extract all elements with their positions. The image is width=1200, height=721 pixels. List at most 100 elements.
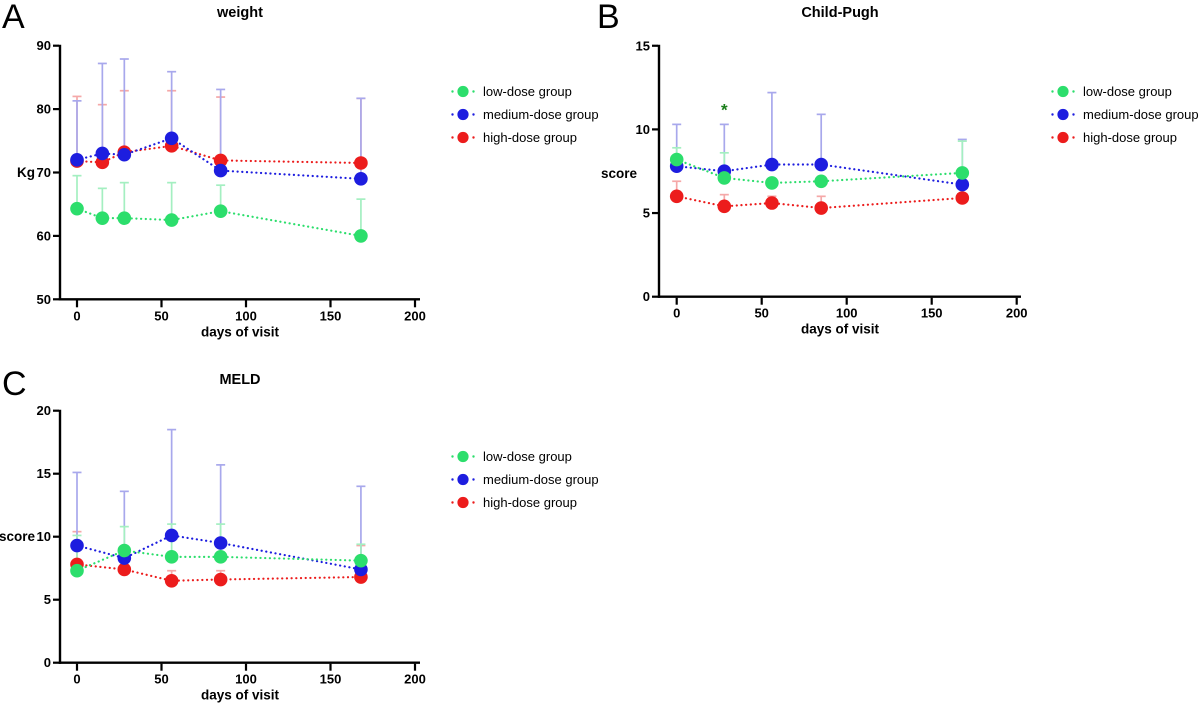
legend-marker bbox=[457, 473, 469, 486]
x-axis-title: days of visit bbox=[201, 324, 280, 339]
y-tick-label: 15 bbox=[636, 38, 650, 53]
legend-marker-icon bbox=[451, 85, 475, 98]
legend-dot bbox=[472, 478, 475, 481]
legend-item-label: medium-dose group bbox=[483, 107, 599, 122]
panel-letter-c: C bbox=[2, 365, 27, 403]
legend-item: high-dose group bbox=[450, 491, 599, 514]
x-tick-label: 200 bbox=[1006, 306, 1028, 321]
y-tick-label: 5 bbox=[643, 206, 650, 221]
data-point-marker bbox=[95, 211, 110, 225]
x-tick-label: 0 bbox=[73, 672, 80, 687]
panel-child-pugh: 0 5 10 15 0 50 100 150 200 score days of visit * B … bbox=[590, 0, 1200, 362]
x-tick-label: 150 bbox=[921, 306, 943, 321]
legend-item: low-dose group bbox=[450, 445, 599, 468]
series-line bbox=[75, 534, 363, 571]
data-point-marker bbox=[164, 213, 179, 227]
data-point-marker bbox=[955, 177, 970, 192]
legend-dot bbox=[1072, 90, 1075, 93]
data-point-marker bbox=[765, 176, 779, 190]
legend-item-label: medium-dose group bbox=[1083, 107, 1199, 122]
panel-letter-b: B bbox=[597, 0, 620, 36]
y-tick-label: 0 bbox=[643, 289, 650, 304]
x-tick-label: 50 bbox=[154, 308, 168, 323]
x-tick-label: 100 bbox=[235, 308, 257, 323]
y-axis-title: score bbox=[601, 166, 638, 181]
legend-dot bbox=[451, 478, 454, 481]
legend-dot bbox=[1051, 113, 1054, 116]
data-point-marker bbox=[669, 152, 684, 167]
x-axis-title: days of visit bbox=[801, 322, 880, 337]
panel-weight: 50 60 70 80 90 0 50 100 150 200 Kg days of visit A … bbox=[0, 0, 599, 362]
legend: low-dose group medium-dose group high-dose… bbox=[450, 445, 599, 514]
y-tick-label: 60 bbox=[37, 228, 51, 243]
legend-item-label: high-dose group bbox=[1083, 130, 1177, 145]
x-tick-label: 0 bbox=[73, 308, 80, 323]
data-point-marker bbox=[117, 147, 132, 162]
legend-dot bbox=[1072, 136, 1075, 139]
legend-marker-icon bbox=[451, 473, 475, 486]
data-point-marker bbox=[164, 550, 179, 564]
data-point-marker bbox=[955, 166, 970, 180]
x-tick-label: 50 bbox=[754, 306, 768, 321]
legend-dot bbox=[451, 501, 454, 504]
data-point-marker bbox=[814, 174, 828, 189]
legend-dot bbox=[472, 90, 475, 93]
data-point-marker bbox=[765, 196, 779, 210]
y-tick-label: 15 bbox=[37, 466, 51, 481]
legend-marker bbox=[1057, 85, 1069, 98]
data-point-marker bbox=[354, 156, 368, 170]
legend-dot bbox=[451, 113, 454, 116]
y-tick-label: 90 bbox=[37, 38, 51, 53]
legend-item: medium-dose group bbox=[1050, 103, 1199, 126]
legend-marker-icon bbox=[1051, 108, 1075, 121]
legend-item: low-dose group bbox=[1050, 80, 1199, 103]
legend: low-dose group medium-dose group high-dose… bbox=[450, 80, 599, 149]
data-point-marker bbox=[814, 157, 828, 172]
legend-dot bbox=[451, 90, 454, 93]
legend-dot bbox=[472, 113, 475, 116]
legend-marker-icon bbox=[451, 108, 475, 121]
y-axis-title: Kg bbox=[17, 165, 35, 180]
x-axis-title: days of visit bbox=[201, 688, 280, 703]
x-tick-label: 100 bbox=[836, 306, 858, 321]
legend-dot bbox=[472, 501, 475, 504]
data-point-marker bbox=[70, 153, 84, 167]
data-point-marker bbox=[354, 172, 368, 186]
y-tick-label: 50 bbox=[37, 292, 51, 307]
legend-item-label: high-dose group bbox=[483, 495, 577, 510]
data-point-marker bbox=[164, 574, 179, 588]
data-point-marker bbox=[70, 201, 84, 216]
y-tick-label: 70 bbox=[37, 165, 51, 180]
data-point-marker bbox=[354, 553, 368, 568]
x-tick-label: 100 bbox=[235, 672, 257, 687]
legend: low-dose group medium-dose group high-dose… bbox=[1050, 80, 1199, 149]
series-line bbox=[75, 563, 363, 582]
legend-item: low-dose group bbox=[450, 80, 599, 103]
data-point-marker bbox=[70, 563, 84, 578]
legend-marker bbox=[457, 85, 469, 98]
legend-dot bbox=[451, 136, 454, 139]
y-tick-label: 5 bbox=[44, 592, 51, 607]
data-point-marker bbox=[213, 163, 228, 178]
data-point-marker bbox=[717, 199, 732, 214]
legend-item: high-dose group bbox=[1050, 126, 1199, 149]
data-point-marker bbox=[717, 171, 732, 185]
legend-marker bbox=[457, 450, 469, 463]
legend-marker bbox=[1057, 108, 1069, 121]
legend-item-label: high-dose group bbox=[483, 130, 577, 145]
data-point-marker bbox=[814, 201, 828, 215]
legend-marker-icon bbox=[451, 450, 475, 463]
data-point-marker bbox=[354, 229, 368, 243]
x-tick-label: 150 bbox=[320, 672, 342, 687]
legend-item: medium-dose group bbox=[450, 468, 599, 491]
weight-plot: 50 60 70 80 90 0 50 100 150 200 Kg days of visit bbox=[17, 38, 426, 339]
x-tick-label: 150 bbox=[320, 308, 342, 323]
panel-title-meld: MELD bbox=[219, 372, 261, 388]
panel-title-child-pugh: Child-Pugh bbox=[801, 5, 879, 21]
legend-dot bbox=[472, 136, 475, 139]
data-point-marker bbox=[213, 536, 228, 550]
legend-item-label: medium-dose group bbox=[483, 472, 599, 487]
